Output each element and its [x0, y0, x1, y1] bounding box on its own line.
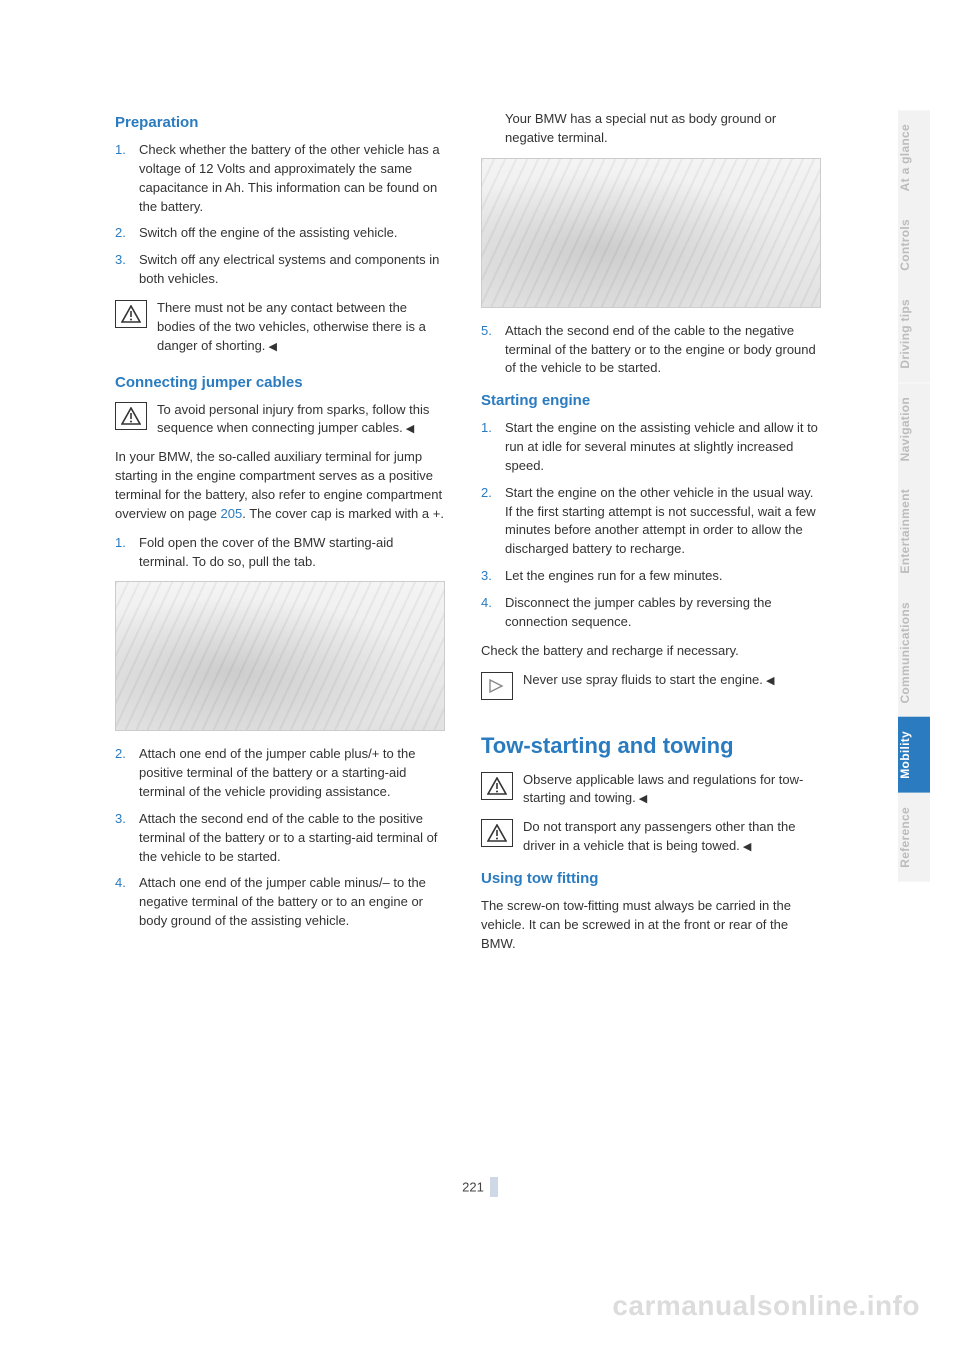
step-text: Attach one end of the jumper cable plus/… — [139, 746, 415, 799]
tab-mobility[interactable]: Mobility — [898, 717, 930, 793]
warning-callout: Do not transport any passengers other th… — [481, 818, 821, 856]
text-run: . The cover cap is marked with a +. — [242, 506, 444, 521]
heading-tow-fitting: Using tow fitting — [481, 870, 821, 887]
warning-text: To avoid personal injury from sparks, fo… — [157, 402, 429, 436]
list-item: 2.Attach one end of the jumper cable plu… — [115, 745, 445, 802]
body-paragraph: Check the battery and recharge if necess… — [481, 642, 821, 661]
page-number-bar-icon — [490, 1177, 498, 1197]
list-item: 3.Attach the second end of the cable to … — [115, 810, 445, 867]
list-item: 4.Disconnect the jumper cables by revers… — [481, 594, 821, 632]
list-item: 5.Attach the second end of the cable to … — [481, 322, 821, 379]
list-item: 4.Attach one end of the jumper cable min… — [115, 874, 445, 931]
end-mark-icon: ◀ — [763, 675, 775, 687]
list-item: 1.Start the engine on the assisting vehi… — [481, 419, 821, 476]
note-callout: Never use spray fluids to start the engi… — [481, 671, 821, 703]
page-number: 221 — [0, 1178, 960, 1198]
step-text: Start the engine on the other vehicle in… — [505, 485, 816, 557]
step-text: Attach one end of the jumper cable minus… — [139, 875, 426, 928]
end-mark-icon: ◀ — [403, 423, 415, 435]
warning-text: Do not transport any passengers other th… — [523, 819, 795, 853]
note-text: Never use spray fluids to start the engi… — [523, 672, 763, 687]
warning-text: There must not be any contact between th… — [157, 300, 426, 353]
tab-navigation[interactable]: Navigation — [898, 383, 930, 475]
warning-icon — [115, 300, 147, 328]
body-paragraph: Your BMW has a special nut as body groun… — [481, 110, 821, 148]
section-tabs: At a glance Controls Driving tips Naviga… — [898, 110, 930, 882]
starting-steps: 1.Start the engine on the assisting vehi… — [481, 419, 821, 631]
watermark: carmanualsonline.info — [612, 1290, 920, 1322]
warning-text: Observe applicable laws and regulations … — [523, 772, 803, 806]
page-number-value: 221 — [462, 1179, 484, 1194]
list-item: 3.Switch off any electrical systems and … — [115, 251, 445, 289]
figure-starting-aid-terminal — [115, 581, 445, 731]
warning-callout: Observe applicable laws and regulations … — [481, 771, 821, 809]
step-text: Check whether the battery of the other v… — [139, 142, 440, 214]
step-text: Switch off any electrical systems and co… — [139, 252, 439, 286]
list-item: 2.Start the engine on the other vehicle … — [481, 484, 821, 559]
step-text: Attach the second end of the cable to th… — [139, 811, 437, 864]
warning-callout: There must not be any contact between th… — [115, 299, 445, 356]
list-item: 1.Fold open the cover of the BMW startin… — [115, 534, 445, 572]
step-text: Start the engine on the assisting vehicl… — [505, 420, 818, 473]
list-item: 1.Check whether the battery of the other… — [115, 141, 445, 216]
body-paragraph: In your BMW, the so-called auxiliary ter… — [115, 448, 445, 523]
heading-tow-starting: Tow-starting and towing — [481, 733, 821, 759]
note-icon — [481, 672, 513, 700]
step-text: Let the engines run for a few minutes. — [505, 568, 723, 583]
connecting-step-5: 5.Attach the second end of the cable to … — [481, 322, 821, 379]
warning-callout: To avoid personal injury from sparks, fo… — [115, 401, 445, 439]
page-content: Preparation 1.Check whether the battery … — [115, 110, 835, 964]
heading-connecting: Connecting jumper cables — [115, 374, 445, 391]
heading-starting-engine: Starting engine — [481, 392, 821, 409]
page-xref[interactable]: 205 — [221, 506, 243, 521]
tab-entertainment[interactable]: Entertainment — [898, 475, 930, 588]
body-paragraph: The screw-on tow-fitting must always be … — [481, 897, 821, 954]
tab-controls[interactable]: Controls — [898, 205, 930, 285]
tab-at-a-glance[interactable]: At a glance — [898, 110, 930, 205]
left-column: Preparation 1.Check whether the battery … — [115, 110, 445, 964]
warning-icon — [115, 402, 147, 430]
step-text: Switch off the engine of the assisting v… — [139, 225, 397, 240]
warning-icon — [481, 772, 513, 800]
end-mark-icon: ◀ — [740, 841, 752, 853]
end-mark-icon: ◀ — [265, 341, 277, 353]
tab-driving-tips[interactable]: Driving tips — [898, 285, 930, 383]
step-text: Fold open the cover of the BMW starting-… — [139, 535, 393, 569]
list-item: 3.Let the engines run for a few minutes. — [481, 567, 821, 586]
heading-preparation: Preparation — [115, 114, 445, 131]
step-text: Disconnect the jumper cables by reversin… — [505, 595, 772, 629]
preparation-steps: 1.Check whether the battery of the other… — [115, 141, 445, 289]
tab-reference[interactable]: Reference — [898, 793, 930, 882]
step-text: Attach the second end of the cable to th… — [505, 323, 816, 376]
warning-icon — [481, 819, 513, 847]
connecting-steps-rest: 2.Attach one end of the jumper cable plu… — [115, 745, 445, 931]
list-item: 2.Switch off the engine of the assisting… — [115, 224, 445, 243]
right-column: Your BMW has a special nut as body groun… — [481, 110, 821, 964]
end-mark-icon: ◀ — [636, 793, 648, 805]
figure-body-ground-nut — [481, 158, 821, 308]
tab-communications[interactable]: Communications — [898, 588, 930, 718]
connecting-step-1: 1.Fold open the cover of the BMW startin… — [115, 534, 445, 572]
